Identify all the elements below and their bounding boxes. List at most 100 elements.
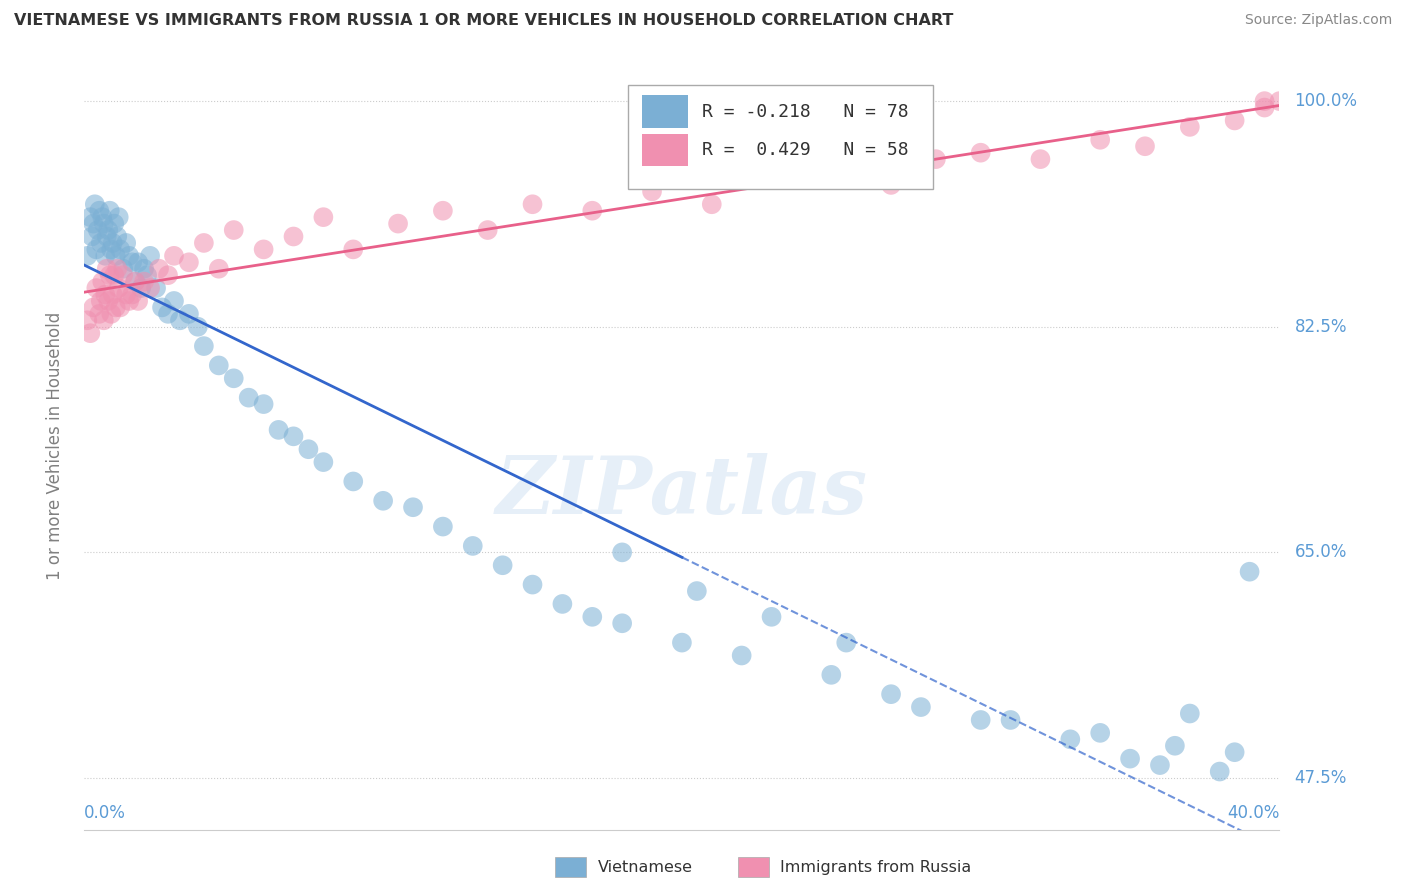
Point [177,307,200,321]
Point [880,687,903,701]
Point [90,235,112,250]
Point [1239,565,1261,579]
Point [1223,113,1246,128]
Point [105,229,128,244]
Point [110,301,132,315]
Point [98,268,121,282]
Text: 40.0%: 40.0% [1227,804,1279,822]
Point [82,301,104,315]
Point [1253,101,1275,115]
Point [1149,758,1171,772]
Point [761,171,783,186]
Point [342,475,364,489]
Point [76,249,98,263]
Point [127,255,149,269]
Point [253,243,276,257]
Text: 100.0%: 100.0% [1295,92,1357,110]
Point [1178,706,1201,721]
Point [820,159,842,173]
Point [157,307,180,321]
Point [94,287,117,301]
Point [90,293,112,308]
Point [87,223,110,237]
Point [89,307,111,321]
Text: R =  0.429   N = 58: R = 0.429 N = 58 [702,141,908,159]
Point [522,577,544,591]
Point [124,275,146,289]
Point [118,293,141,308]
Point [222,223,245,237]
Point [492,558,515,573]
Point [1268,94,1291,108]
Point [121,255,143,269]
Point [157,268,180,282]
Point [100,307,122,321]
Point [970,145,993,160]
Point [91,275,114,289]
Point [110,243,132,257]
Point [103,217,125,231]
Point [132,261,156,276]
Point [93,313,115,327]
Point [283,229,305,244]
Point [581,203,603,218]
Point [93,217,115,231]
Point [880,178,903,192]
Text: Immigrants from Russia: Immigrants from Russia [780,860,972,874]
Point [104,249,127,263]
Point [86,281,108,295]
Point [139,281,162,295]
Point [641,185,664,199]
Point [820,668,842,682]
FancyBboxPatch shape [643,95,688,128]
Point [612,616,634,631]
Point [432,203,454,218]
Point [925,152,948,166]
Point [1178,120,1201,134]
Text: 47.5%: 47.5% [1295,769,1347,787]
Point [118,249,141,263]
Point [139,249,162,263]
Point [177,255,200,269]
Point [761,610,783,624]
Point [145,281,167,295]
Point [1133,139,1156,153]
Point [283,429,305,443]
Point [208,261,231,276]
Point [267,423,290,437]
Point [312,210,335,224]
Text: Source: ZipAtlas.com: Source: ZipAtlas.com [1244,13,1392,28]
Point [136,268,159,282]
Y-axis label: 1 or more Vehicles in Household: 1 or more Vehicles in Household [45,312,63,580]
Text: ZIPatlas: ZIPatlas [496,453,868,531]
Point [79,326,101,341]
Point [373,493,395,508]
Point [107,210,129,224]
Point [101,287,124,301]
Point [1090,726,1112,740]
Point [342,243,364,257]
Point [101,235,124,250]
Point [551,597,574,611]
Point [86,243,108,257]
Point [89,203,111,218]
Point [103,268,125,282]
Point [94,249,117,263]
Point [187,319,209,334]
Text: 0.0%: 0.0% [84,804,127,822]
Point [432,519,454,533]
Point [150,301,173,315]
Point [163,249,186,263]
Point [402,500,425,515]
Point [97,223,120,237]
Point [132,275,156,289]
Point [238,391,260,405]
Text: VIETNAMESE VS IMMIGRANTS FROM RUSSIA 1 OR MORE VEHICLES IN HOUSEHOLD CORRELATION: VIETNAMESE VS IMMIGRANTS FROM RUSSIA 1 O… [14,13,953,29]
Point [79,210,101,224]
Point [522,197,544,211]
Point [671,635,693,649]
Point [124,275,146,289]
Point [98,203,121,218]
Point [1164,739,1187,753]
Point [1029,152,1052,166]
